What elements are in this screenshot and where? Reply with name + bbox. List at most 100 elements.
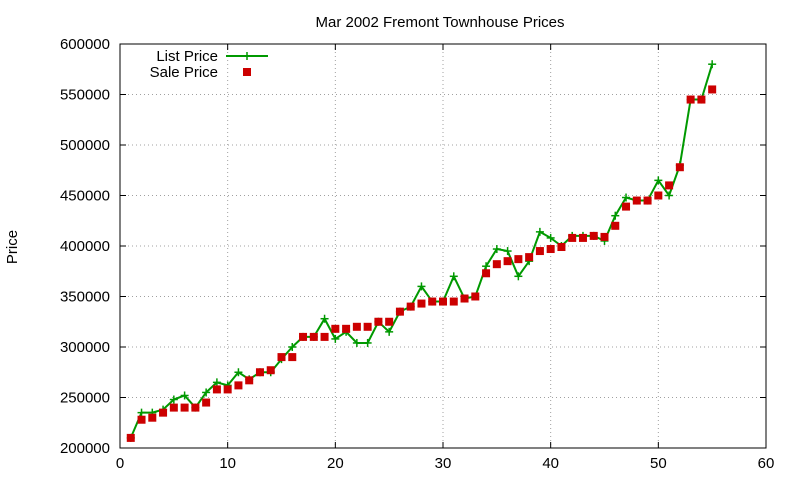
- x-tick-label: 10: [219, 455, 236, 472]
- grid-lines: [120, 44, 766, 448]
- legend-entry-label: Sale Price: [150, 64, 218, 81]
- sale-price-point: [643, 196, 652, 205]
- list-price-point: [137, 408, 146, 417]
- y-tick-label: 600000: [60, 36, 110, 53]
- x-tick-label: 60: [758, 455, 775, 472]
- y-tick-label: 550000: [60, 87, 110, 104]
- list-price-point: [385, 327, 394, 336]
- sale-price-point: [578, 233, 587, 242]
- sale-price-point: [406, 302, 415, 311]
- x-tick-labels: 0 10 20 30 40 50 60: [116, 455, 775, 472]
- list-price-point: [331, 334, 340, 343]
- y-tick-label: 350000: [60, 289, 110, 306]
- sale-price-point: [159, 408, 168, 417]
- x-tick-label: 30: [435, 455, 452, 472]
- sale-price-point: [266, 366, 275, 375]
- sale-price-point: [342, 324, 351, 333]
- sale-price-point: [514, 255, 523, 264]
- sale-price-point: [223, 385, 232, 394]
- list-price-point: [449, 272, 458, 281]
- y-tick-label: 250000: [60, 390, 110, 407]
- list-price-point: [352, 338, 361, 347]
- series-list-price: [126, 60, 717, 442]
- sale-price-point: [234, 381, 243, 390]
- sale-price-point: [654, 191, 663, 200]
- list-price-point: [514, 272, 523, 281]
- sale-price-point: [277, 353, 286, 362]
- sale-price-point: [611, 221, 620, 230]
- sale-price-point: [180, 403, 189, 412]
- list-price-point: [212, 378, 221, 387]
- plot-frame: [119, 43, 767, 449]
- x-tick-label: 40: [542, 455, 559, 472]
- list-price-point: [492, 245, 501, 254]
- y-axis-label: Price: [4, 230, 21, 264]
- list-price-point: [611, 211, 620, 220]
- sale-price-point: [202, 398, 211, 407]
- x-tick-label: 20: [327, 455, 344, 472]
- sale-price-point: [525, 253, 534, 262]
- sale-price-point: [299, 332, 308, 341]
- sale-price-point: [449, 297, 458, 306]
- list-price-point: [288, 343, 297, 351]
- sale-price-point: [126, 433, 135, 442]
- sale-price-point: [331, 324, 340, 333]
- list-price-point: [180, 391, 189, 400]
- series-sale-price: [126, 85, 717, 442]
- sale-price-point: [288, 353, 297, 362]
- sale-price-point: [428, 297, 437, 306]
- sale-price-point: [622, 202, 631, 211]
- list-price-point: [363, 338, 372, 347]
- list-price-point: [654, 176, 663, 185]
- list-price-point: [234, 368, 243, 377]
- sale-price-point: [352, 322, 361, 331]
- sale-price-point: [675, 163, 684, 172]
- list-price-point: [535, 227, 544, 236]
- sale-price-point: [632, 196, 641, 205]
- list-price-point: [622, 193, 631, 202]
- sale-price-point: [363, 322, 372, 331]
- list-price-point: [503, 247, 512, 256]
- y-tick-label: 450000: [60, 188, 110, 205]
- sale-price-point: [385, 317, 394, 326]
- list-price-point: [417, 282, 426, 291]
- sale-price-point: [665, 181, 674, 190]
- y-tick-label: 300000: [60, 339, 110, 356]
- sale-price-point: [374, 317, 383, 326]
- sale-price-point: [600, 232, 609, 241]
- sale-price-point: [482, 269, 491, 278]
- sale-price-point: [460, 294, 469, 303]
- sale-price-point: [471, 292, 480, 301]
- sale-price-point: [212, 385, 221, 394]
- y-tick-label: 500000: [60, 137, 110, 154]
- list-price-point: [708, 60, 717, 69]
- sale-price-point: [589, 231, 598, 240]
- list-price-point: [482, 262, 491, 271]
- sale-price-point: [708, 85, 717, 94]
- list-price-point: [320, 314, 329, 323]
- list-price-point: [665, 191, 674, 200]
- sale-price-point: [568, 233, 577, 242]
- legend-square-marker: [243, 68, 251, 76]
- sale-price-point: [191, 403, 200, 412]
- x-tick-label: 50: [650, 455, 667, 472]
- y-tick-label: 200000: [60, 440, 110, 457]
- y-tick-label: 400000: [60, 238, 110, 255]
- chart-title: Mar 2002 Fremont Townhouse Prices: [315, 14, 564, 31]
- sale-price-point: [245, 376, 254, 385]
- sale-price-point: [492, 260, 501, 269]
- list-price-point: [546, 233, 555, 242]
- y-tick-labels: 200000 250000 300000 350000 400000 450000 5000…: [60, 36, 110, 457]
- sale-price-point: [417, 299, 426, 308]
- sale-price-point: [503, 257, 512, 266]
- sale-price-point: [148, 413, 157, 422]
- sale-price-point: [557, 243, 566, 252]
- sale-price-point: [686, 95, 695, 104]
- data-series: [126, 60, 717, 442]
- sale-price-point: [395, 307, 404, 316]
- list-price-point: [169, 395, 178, 404]
- legend-plus-marker: [243, 52, 251, 60]
